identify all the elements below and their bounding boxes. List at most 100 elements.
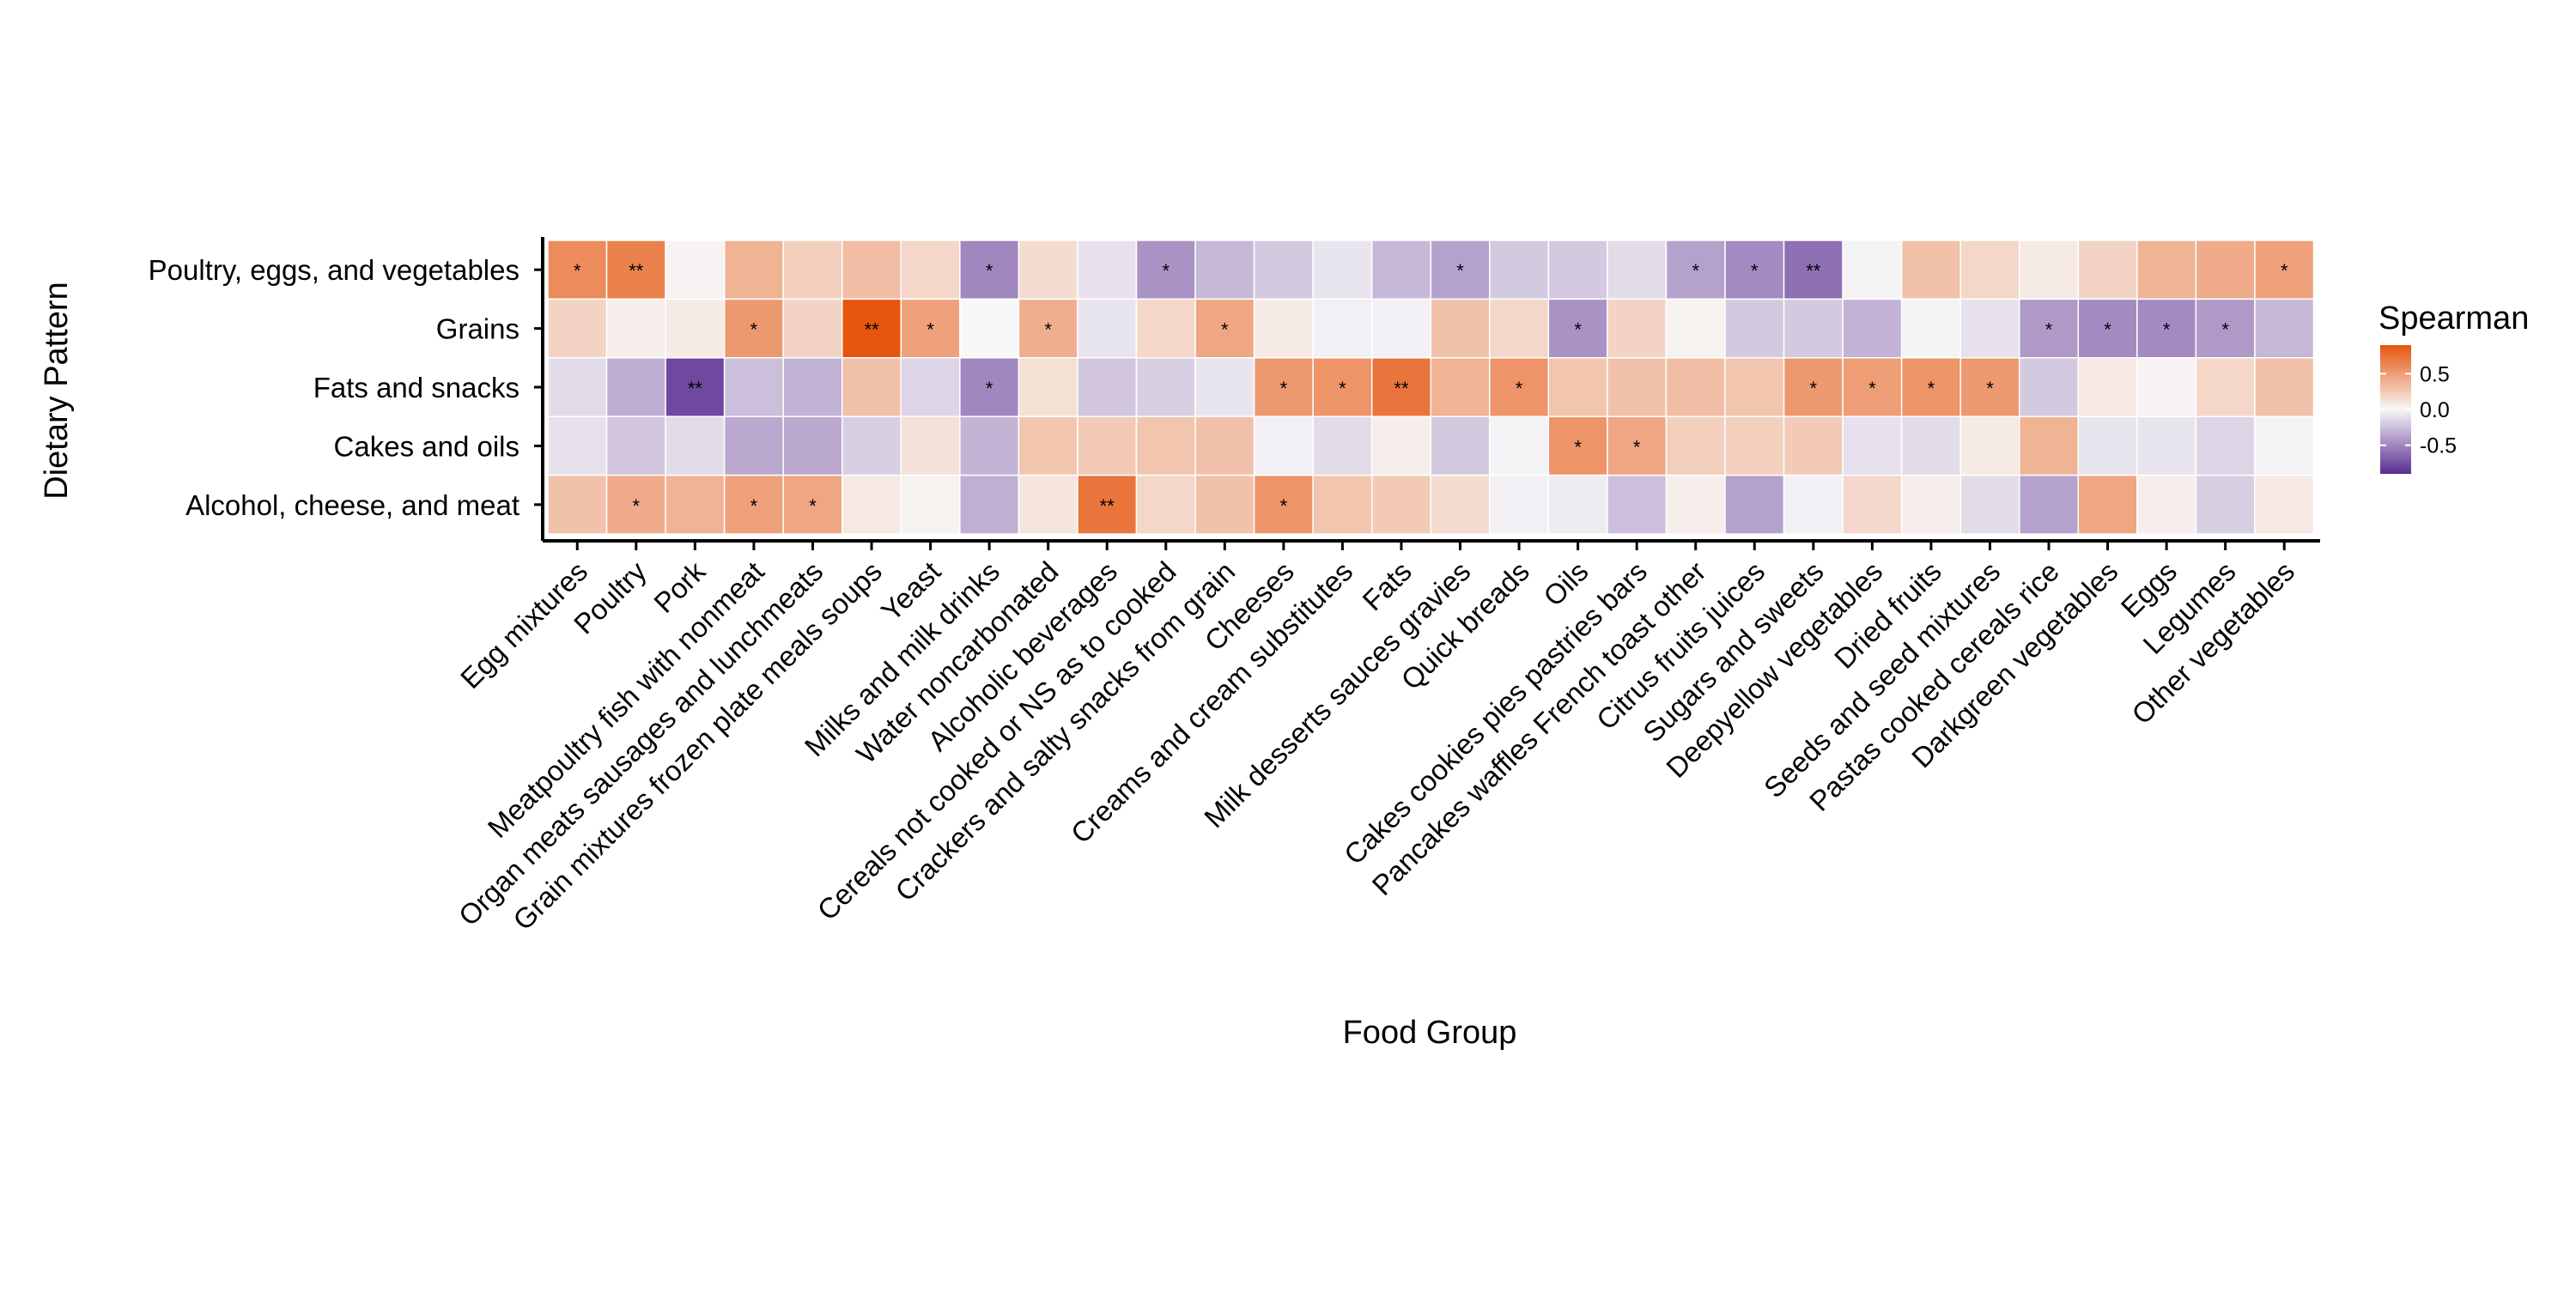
- heatmap-cell: [1959, 357, 2020, 417]
- heatmap-cell: [782, 474, 843, 535]
- heatmap-cell: [2077, 357, 2138, 417]
- legend-tick-label: 0.0: [2420, 398, 2450, 422]
- significance-marker: *: [2045, 319, 2053, 341]
- heatmap-cell: [1842, 474, 1903, 535]
- heatmap-cell: [1489, 240, 1550, 300]
- heatmap-cell: [1665, 298, 1726, 359]
- heatmap-cell: [959, 416, 1020, 476]
- significance-marker: *: [927, 319, 934, 341]
- legend-ticks: 0.5 0.0 -0.5: [2380, 362, 2457, 458]
- heatmap-cell: [1959, 474, 2020, 535]
- heatmap-cell: [900, 357, 961, 417]
- heatmap-cell: [1253, 298, 1314, 359]
- heatmap-cell: [2254, 357, 2315, 417]
- heatmap-cell: [547, 474, 608, 535]
- heatmap-cell: [1312, 298, 1373, 359]
- heatmap-cell: [900, 298, 961, 359]
- y-tick-label: Fats and snacks: [313, 372, 519, 403]
- heatmap-cell: [1135, 357, 1196, 417]
- x-tick-label: Organ meats sausages and lunchmeats: [453, 555, 829, 932]
- heatmap-cell: [1900, 357, 1961, 417]
- heatmap-cell: [959, 474, 1020, 535]
- heatmap-cell: [2195, 416, 2256, 476]
- heatmap-cell: [1194, 240, 1255, 300]
- heatmap-cell: [1607, 298, 1668, 359]
- heatmap-cell: [1253, 357, 1314, 417]
- heatmap-cell: [1430, 416, 1491, 476]
- significance-marker: *: [2221, 319, 2229, 341]
- heatmap-cell: [605, 416, 666, 476]
- heatmap-cell: [2254, 298, 2315, 359]
- heatmap-cell: [1724, 474, 1785, 535]
- heatmap-cell: [2077, 240, 2138, 300]
- significance-marker: *: [1162, 260, 1170, 282]
- heatmap-cell: [605, 357, 666, 417]
- significance-marker: **: [688, 378, 703, 399]
- heatmap-cell: [723, 357, 784, 417]
- heatmap-cell: [782, 240, 843, 300]
- heatmap-cell: [1489, 474, 1550, 535]
- heatmap-cell: [841, 357, 902, 417]
- heatmap-cell: [2077, 474, 2138, 535]
- heatmap-cell: [1900, 240, 1961, 300]
- heatmap-cell: [723, 416, 784, 476]
- y-tick-label: Grains: [436, 313, 519, 345]
- heatmap-cell: [547, 357, 608, 417]
- heatmap-cell: [1370, 416, 1431, 476]
- significance-marker: *: [1574, 319, 1582, 341]
- y-tick-label: Poultry, eggs, and vegetables: [149, 254, 519, 286]
- legend-title: Spearman: [2379, 300, 2529, 337]
- heatmap-cell: [782, 357, 843, 417]
- heatmap-cell: [1900, 298, 1961, 359]
- heatmap-cell: [900, 240, 961, 300]
- significance-marker: *: [1692, 260, 1699, 282]
- heatmap-cell: [1312, 240, 1373, 300]
- significance-marker: **: [1806, 260, 1821, 282]
- heatmap-cell: [665, 357, 726, 417]
- heatmap-cell: [665, 240, 726, 300]
- heatmap-cell: [1959, 240, 2020, 300]
- significance-marker: *: [986, 378, 993, 399]
- significance-marker: **: [1100, 495, 1115, 517]
- heatmap-cell: [2019, 240, 2080, 300]
- heatmap-cell: [2019, 474, 2080, 535]
- heatmap-cell: [1018, 240, 1078, 300]
- heatmap-cell: [1077, 357, 1138, 417]
- heatmap-cell: [782, 298, 843, 359]
- heatmap-cell: [1783, 298, 1844, 359]
- y-tick-label: Cakes and oils: [334, 430, 519, 462]
- significance-marker: *: [1339, 378, 1346, 399]
- legend-tick-label: -0.5: [2420, 434, 2457, 458]
- significance-marker: *: [1751, 260, 1759, 282]
- significance-marker: *: [1044, 319, 1052, 341]
- heatmap-cell: [665, 416, 726, 476]
- heatmap-cell: [1900, 416, 1961, 476]
- y-tick-label: Alcohol, cheese, and meat: [185, 489, 519, 521]
- heatmap-cell: [1253, 240, 1314, 300]
- heatmap-cell: [1135, 474, 1196, 535]
- x-axis-title: Food Group: [1343, 1015, 1517, 1051]
- heatmap-cell: [1135, 416, 1196, 476]
- heatmap-cell: [1607, 474, 1668, 535]
- heatmap-cell: [1547, 240, 1608, 300]
- heatmap-cell: [723, 240, 784, 300]
- heatmap-cell: [1665, 416, 1726, 476]
- significance-marker: *: [574, 260, 581, 282]
- heatmap-cell: [959, 298, 1020, 359]
- heatmap-cell: [841, 416, 902, 476]
- heatmap-cell: [1312, 416, 1373, 476]
- y-tick-labels: Poultry, eggs, and vegetables Grains Fats …: [149, 254, 543, 521]
- heatmap-cell: [2136, 474, 2197, 535]
- heatmap-cell: [1370, 298, 1431, 359]
- heatmap-cell: [1547, 474, 1608, 535]
- heatmap-cell: [1842, 416, 1903, 476]
- heatmap-cell: [959, 357, 1020, 417]
- x-tick-label: Egg mixtures: [454, 555, 593, 695]
- heatmap-cell: [2195, 240, 2256, 300]
- heatmap-cell: [1489, 416, 1550, 476]
- heatmap-cell: [1018, 474, 1078, 535]
- significance-marker: **: [1394, 378, 1409, 399]
- heatmap-cell: [1665, 474, 1726, 535]
